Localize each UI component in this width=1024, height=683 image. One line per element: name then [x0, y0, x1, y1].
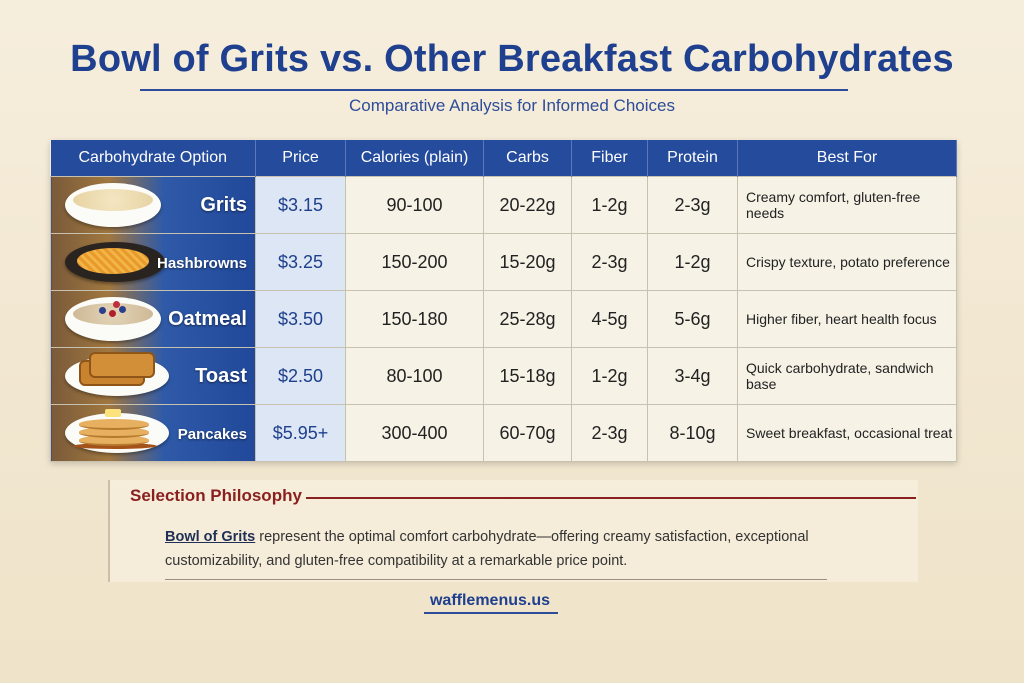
philosophy-title: Selection Philosophy — [130, 486, 302, 505]
header-price: Price — [255, 140, 346, 177]
protein-cell: 3-4g — [647, 347, 738, 405]
carbs-cell: 25-28g — [483, 290, 572, 348]
price-cell: $3.25 — [255, 233, 346, 291]
protein-cell: 1-2g — [647, 233, 738, 291]
calories-cell: 150-180 — [345, 290, 484, 348]
fiber-cell: 4-5g — [571, 290, 648, 348]
carbs-cell: 15-20g — [483, 233, 572, 291]
option-name: Toast — [195, 364, 247, 387]
philosophy-text: Bowl of Grits represent the optimal comf… — [165, 525, 855, 573]
philosophy-title-rule — [306, 497, 916, 499]
option-cell: Hashbrowns — [50, 233, 256, 291]
title-underline — [140, 89, 848, 91]
page-subtitle: Comparative Analysis for Informed Choice… — [349, 96, 675, 115]
header-calories: Calories (plain) — [345, 140, 484, 177]
protein-cell: 8-10g — [647, 404, 738, 462]
calories-cell: 90-100 — [345, 176, 484, 234]
toast-plate-image — [65, 352, 169, 396]
price-cell: $2.50 — [255, 347, 346, 405]
pancakes-plate-image — [65, 409, 169, 453]
fiber-cell: 2-3g — [571, 404, 648, 462]
philosophy-highlight: Bowl of Grits — [165, 529, 256, 545]
best-for-cell: Sweet breakfast, occasional treat — [737, 404, 957, 462]
page-title: Bowl of Grits vs. Other Breakfast Carboh… — [70, 38, 954, 80]
calories-cell: 300-400 — [345, 404, 484, 462]
table-row: Hashbrowns $3.25 150-200 15-20g 2-3g 1-2… — [50, 233, 957, 291]
footer-site-underline — [424, 612, 558, 614]
option-cell: Pancakes — [50, 404, 256, 462]
price-cell: $5.95+ — [255, 404, 346, 462]
header-fiber: Fiber — [571, 140, 648, 177]
best-for-cell: Crispy texture, potato preference — [737, 233, 957, 291]
calories-cell: 150-200 — [345, 233, 484, 291]
carbs-cell: 15-18g — [483, 347, 572, 405]
best-for-cell: Quick carbohydrate, sandwich base — [737, 347, 957, 405]
table-row: Oatmeal $3.50 150-180 25-28g 4-5g 5-6g H… — [50, 290, 957, 348]
option-name: Oatmeal — [168, 307, 247, 330]
header-carbohydrate-option: Carbohydrate Option — [50, 140, 256, 177]
fiber-cell: 1-2g — [571, 176, 648, 234]
calories-cell: 80-100 — [345, 347, 484, 405]
best-for-cell: Higher fiber, heart health focus — [737, 290, 957, 348]
grits-bowl-image — [65, 183, 161, 227]
header-carbs: Carbs — [483, 140, 572, 177]
fiber-cell: 2-3g — [571, 233, 648, 291]
hashbrowns-plate-image — [65, 242, 165, 282]
option-cell: Grits — [50, 176, 256, 234]
option-cell: Oatmeal — [50, 290, 256, 348]
table-row: Toast $2.50 80-100 15-18g 1-2g 3-4g Quic… — [50, 347, 957, 405]
protein-cell: 5-6g — [647, 290, 738, 348]
philosophy-divider — [165, 579, 827, 580]
table-header-row: Carbohydrate Option Price Calories (plai… — [50, 140, 957, 177]
price-cell: $3.15 — [255, 176, 346, 234]
price-cell: $3.50 — [255, 290, 346, 348]
carbs-cell: 60-70g — [483, 404, 572, 462]
protein-cell: 2-3g — [647, 176, 738, 234]
table-row: Pancakes $5.95+ 300-400 60-70g 2-3g 8-10… — [50, 404, 957, 462]
best-for-cell: Creamy comfort, gluten-free needs — [737, 176, 957, 234]
header-protein: Protein — [647, 140, 738, 177]
comparison-table: Carbohydrate Option Price Calories (plai… — [50, 140, 957, 462]
option-name: Pancakes — [177, 425, 247, 443]
philosophy-body: represent the optimal comfort carbohydra… — [165, 529, 809, 569]
option-name: Hashbrowns — [156, 254, 247, 272]
carbs-cell: 20-22g — [483, 176, 572, 234]
footer-site-link[interactable]: wafflemenus.us — [429, 592, 551, 609]
oatmeal-bowl-image — [65, 297, 161, 341]
fiber-cell: 1-2g — [571, 347, 648, 405]
option-cell: Toast — [50, 347, 256, 405]
header-best-for: Best For — [737, 140, 957, 177]
option-name: Grits — [200, 193, 247, 216]
table-row: Grits $3.15 90-100 20-22g 1-2g 2-3g Crea… — [50, 176, 957, 234]
